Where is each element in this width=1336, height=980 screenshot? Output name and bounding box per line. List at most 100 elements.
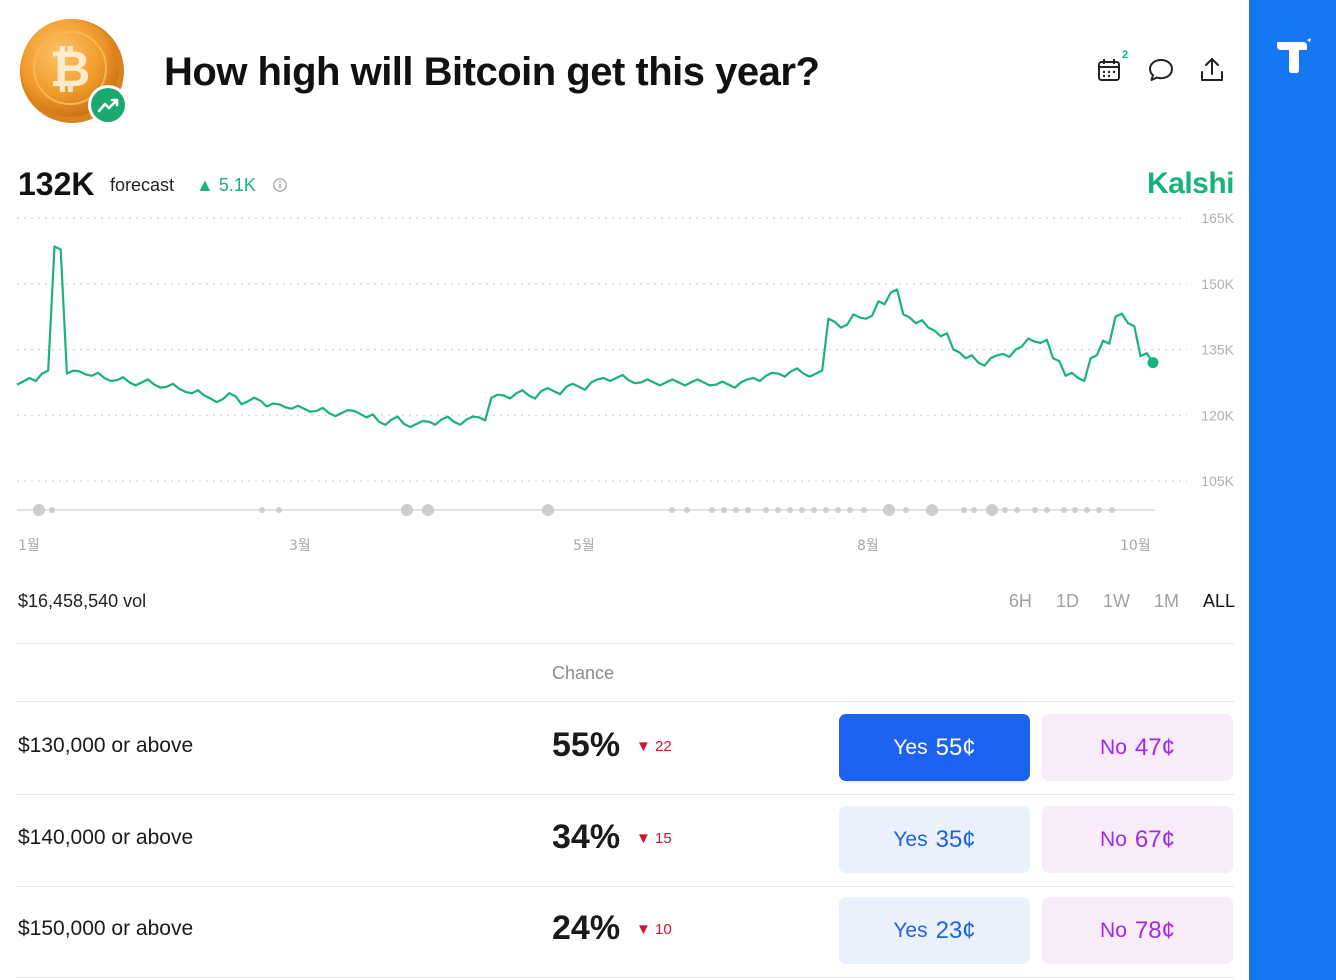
no-price: 78¢: [1134, 916, 1175, 944]
event-dot[interactable]: [799, 507, 805, 513]
no-price: 47¢: [1134, 733, 1175, 761]
info-icon[interactable]: [272, 177, 288, 193]
share-icon: [1201, 58, 1223, 81]
outcome-change: ▼ 10: [636, 921, 672, 938]
event-dot[interactable]: [835, 507, 841, 513]
outcome-label: $140,000 or above: [18, 826, 194, 849]
no-label: No: [1100, 735, 1127, 759]
outcome-change-value: 22: [655, 738, 672, 755]
calendar-button[interactable]: 2: [1094, 49, 1128, 85]
event-dot-large[interactable]: [883, 504, 895, 516]
outcome-change-value: 15: [655, 830, 672, 847]
y-tick-label: 105K: [1201, 473, 1234, 489]
event-dot-large[interactable]: [33, 504, 45, 516]
side-rail: [1249, 0, 1336, 980]
current-value-dot: [1147, 357, 1159, 369]
event-dot[interactable]: [861, 507, 867, 513]
chat-bubble-icon: [1149, 59, 1173, 81]
event-dot[interactable]: [745, 507, 751, 513]
down-triangle-icon: ▼: [636, 830, 651, 847]
down-triangle-icon: ▼: [636, 921, 651, 938]
bitcoin-coin-icon: ₿: [20, 19, 128, 125]
share-button[interactable]: [1197, 55, 1227, 85]
event-dot[interactable]: [847, 507, 853, 513]
comments-button[interactable]: [1146, 55, 1176, 85]
buy-no-button[interactable]: No 78¢: [1042, 897, 1233, 964]
kalshi-logo: Kalshi: [1146, 167, 1235, 200]
event-dot[interactable]: [1084, 507, 1090, 513]
down-triangle-icon: ▼: [636, 738, 651, 755]
outcome-change: ▼ 15: [636, 830, 672, 847]
buy-no-button[interactable]: No 47¢: [1042, 714, 1233, 781]
market-page: ₿ How high will Bitcoin get this year? 2: [0, 19, 1249, 978]
outcome-chance: 24%: [552, 909, 621, 947]
event-dot[interactable]: [823, 507, 829, 513]
y-tick-label: 120K: [1201, 407, 1234, 423]
event-dot[interactable]: [775, 507, 781, 513]
range-tab-6h[interactable]: 6H: [1008, 591, 1032, 611]
event-dot[interactable]: [763, 507, 769, 513]
forecast-series-line: [16, 245, 1154, 429]
outcome-label: $150,000 or above: [18, 917, 194, 940]
buy-yes-button[interactable]: Yes 35¢: [839, 806, 1030, 873]
event-dot[interactable]: [903, 507, 909, 513]
time-range-selector: 6H 1D 1W 1M ALL: [985, 591, 1235, 613]
event-dot[interactable]: [1032, 507, 1038, 513]
buy-yes-button[interactable]: Yes 55¢: [839, 714, 1030, 781]
event-dot[interactable]: [709, 507, 715, 513]
range-tab-1d[interactable]: 1D: [1055, 591, 1079, 611]
outcome-label: $130,000 or above: [18, 734, 194, 757]
event-dot[interactable]: [669, 507, 675, 513]
event-dot[interactable]: [49, 507, 55, 513]
buy-no-button[interactable]: No 67¢: [1042, 806, 1233, 873]
up-triangle-icon: ▲: [196, 175, 214, 195]
event-dot-large[interactable]: [542, 504, 554, 516]
x-tick-label: 3월: [289, 538, 311, 554]
y-tick-label: 135K: [1201, 342, 1234, 358]
page-title: How high will Bitcoin get this year?: [164, 50, 820, 94]
forecast-chart[interactable]: 165K 150K 135K 120K 105K 1월 3월 5월 8월 10월: [0, 200, 1249, 570]
event-dot-large[interactable]: [401, 504, 413, 516]
forecast-label: forecast: [110, 175, 175, 195]
event-dot[interactable]: [961, 507, 967, 513]
x-tick-label: 8월: [857, 538, 879, 554]
outcome-row[interactable]: $140,000 or above 34% ▼ 15 Yes 35¢ No 67¢: [0, 794, 1249, 885]
yes-label: Yes: [893, 735, 928, 759]
outcome-change: ▼ 22: [636, 738, 672, 755]
event-dot[interactable]: [1002, 507, 1008, 513]
app-logo-icon[interactable]: [1273, 36, 1313, 76]
y-tick-label: 165K: [1201, 210, 1234, 226]
event-dot[interactable]: [1096, 507, 1102, 513]
event-dot[interactable]: [733, 507, 739, 513]
outcome-row[interactable]: $150,000 or above 24% ▼ 10 Yes 23¢ No 78¢: [0, 885, 1249, 976]
event-dot[interactable]: [276, 507, 282, 513]
event-dot[interactable]: [1061, 507, 1067, 513]
divider: [16, 794, 1234, 795]
yes-label: Yes: [893, 918, 928, 942]
calendar-badge: 2: [1122, 49, 1129, 61]
yes-price: 23¢: [935, 916, 976, 944]
event-dot[interactable]: [1072, 507, 1078, 513]
range-tab-1w[interactable]: 1W: [1102, 591, 1130, 611]
yes-price: 35¢: [935, 825, 976, 853]
range-tab-1m[interactable]: 1M: [1153, 591, 1179, 611]
event-dot[interactable]: [1014, 507, 1020, 513]
event-dot[interactable]: [721, 507, 727, 513]
event-dot-large[interactable]: [422, 504, 434, 516]
range-tab-all[interactable]: ALL: [1202, 591, 1235, 611]
event-dot-large[interactable]: [926, 504, 938, 516]
event-dot[interactable]: [1109, 507, 1115, 513]
buy-yes-button[interactable]: Yes 23¢: [839, 897, 1030, 964]
divider: [16, 977, 1234, 978]
event-dot[interactable]: [259, 507, 265, 513]
event-dot[interactable]: [811, 507, 817, 513]
calendar-icon: [1098, 59, 1120, 81]
event-dot[interactable]: [1044, 507, 1050, 513]
divider: [16, 886, 1234, 887]
outcome-row[interactable]: $130,000 or above 55% ▼ 22 Yes 55¢ No 47¢: [0, 702, 1249, 793]
event-dot[interactable]: [971, 507, 977, 513]
event-dot[interactable]: [787, 507, 793, 513]
event-dot-large[interactable]: [986, 504, 998, 516]
event-dot[interactable]: [684, 507, 690, 513]
x-tick-label: 1월: [18, 538, 40, 554]
